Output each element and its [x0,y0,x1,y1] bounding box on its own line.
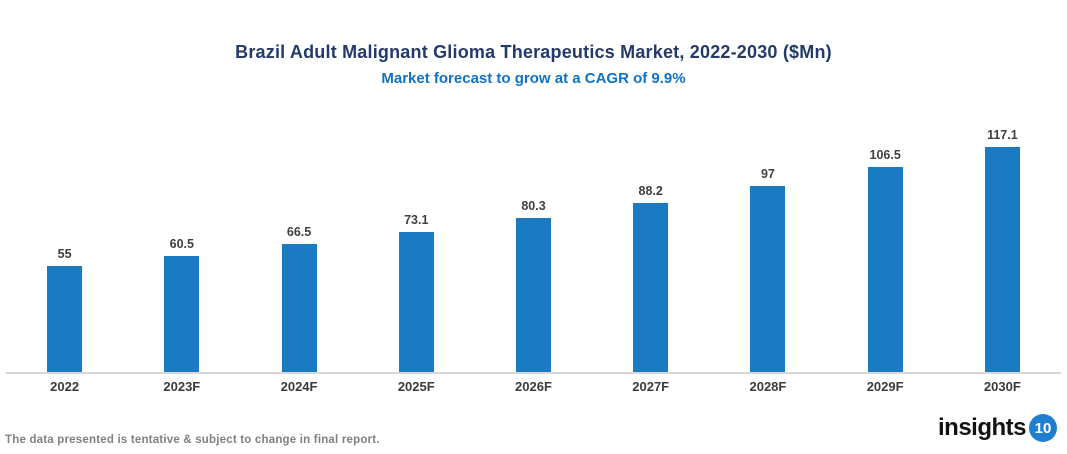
bar-column: 66.5 [240,225,357,372]
x-axis-labels: 2022 2023F 2024F 2025F 2026F 2027F 2028F 2029F 2… [6,379,1061,394]
bar-value-label: 66.5 [286,225,312,240]
bar-value-label: 97 [760,166,775,181]
logo-wordmark: insights [937,414,1027,441]
bar-column: 60.5 [123,237,240,372]
bar-column: 88.2 [592,183,709,372]
bar [164,255,200,372]
disclaimer-text: The data presented is tentative & subjec… [5,434,380,446]
bar-column: 106.5 [827,148,944,372]
bar-value-label: 55 [57,247,72,262]
logo-10-badge-icon: 10 [1029,414,1057,442]
bar-column: 117.1 [944,128,1061,372]
bar-value-label: 117.1 [987,128,1018,142]
x-tick-label: 2024F [280,379,318,394]
x-tick-label: 2027F [632,379,670,394]
x-tick-label: 2030F [983,379,1021,394]
x-tick-label: 2026F [515,379,552,394]
bar-value-label: 106.5 [869,148,901,163]
x-tick-label: 2025F [397,379,435,394]
plot-area: 55 60.5 66.5 73.1 80.3 88.2 97 106.5 117.1 [6,117,1061,374]
bar-column: 97 [709,167,826,372]
bar-value-label: 60.5 [169,236,194,251]
bar-column: 73.1 [358,212,475,372]
bar-value-label: 88.2 [638,183,663,198]
insights10-logo: insights 10 [938,414,1057,448]
bar [281,244,317,372]
chart-header: Brazil Adult Malignant Glioma Therapeuti… [0,0,1067,87]
chart-subtitle: Market forecast to grow at a CAGR of 9.9… [381,70,686,87]
x-tick-label: 2028F [749,379,787,394]
bar [867,167,903,372]
bar-value-label: 73.1 [404,212,429,227]
bar-column: 55 [6,247,123,372]
bar-chart: 55 60.5 66.5 73.1 80.3 88.2 97 106.5 117.1 2022 2… [6,117,1061,394]
bar [750,185,786,372]
chart-title: Brazil Adult Malignant Glioma Therapeuti… [235,42,832,62]
bar [398,231,434,372]
bar [515,217,551,372]
footer: The data presented is tentative & subjec… [0,402,1067,454]
bar-value-label: 80.3 [521,198,546,213]
x-tick-label: 2022 [50,379,80,394]
bar [984,147,1020,372]
bar-column: 80.3 [475,199,592,372]
bar [47,266,83,372]
x-tick-label: 2029F [866,379,904,394]
bar [633,202,669,372]
x-tick-label: 2023F [163,379,201,394]
